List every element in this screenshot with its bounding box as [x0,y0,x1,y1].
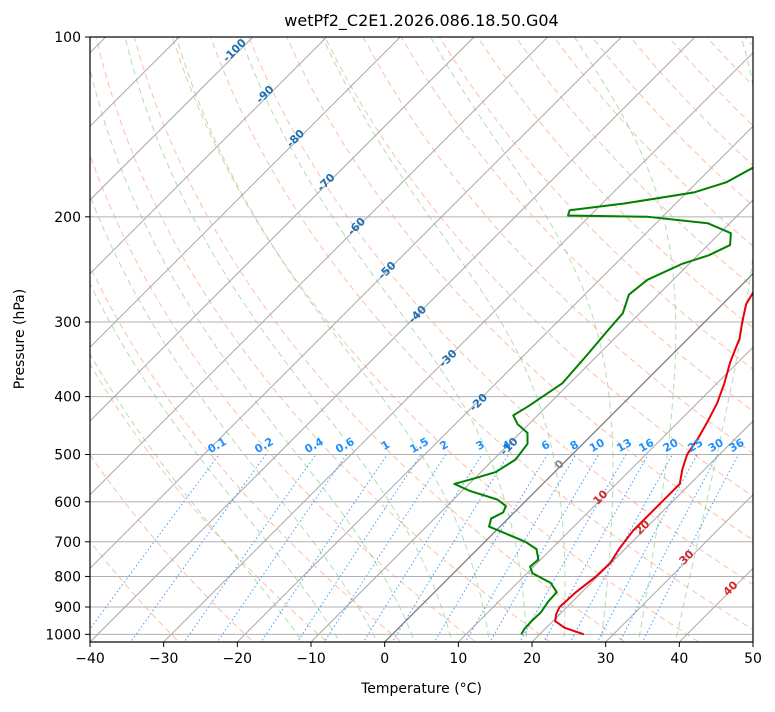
x-tick-label: −40 [75,651,105,667]
y-axis-label: Pressure (hPa) [12,289,28,389]
x-tick-label: 40 [670,651,688,667]
x-tick-label: −20 [223,651,253,667]
y-tick-label: 900 [54,600,81,616]
x-tick-label: 10 [449,651,467,667]
chart-title: wetPf2_C2E1.2026.086.18.50.G04 [284,11,558,31]
y-tick-label: 500 [54,448,81,464]
x-tick-label: 30 [597,651,615,667]
y-tick-label: 400 [54,390,81,406]
x-tick-label: 0 [380,651,389,667]
x-tick-label: 50 [744,651,762,667]
x-tick-label: −10 [296,651,326,667]
x-axis-label: Temperature (°C) [360,681,482,697]
y-tick-label: 300 [54,315,81,331]
y-tick-label: 700 [54,535,81,551]
y-tick-label: 600 [54,495,81,511]
y-tick-label: 200 [54,210,81,226]
y-tick-label: 1000 [45,627,81,643]
y-tick-label: 100 [54,30,81,46]
x-tick-label: 20 [523,651,541,667]
y-tick-label: 800 [54,569,81,585]
x-tick-label: −30 [149,651,179,667]
